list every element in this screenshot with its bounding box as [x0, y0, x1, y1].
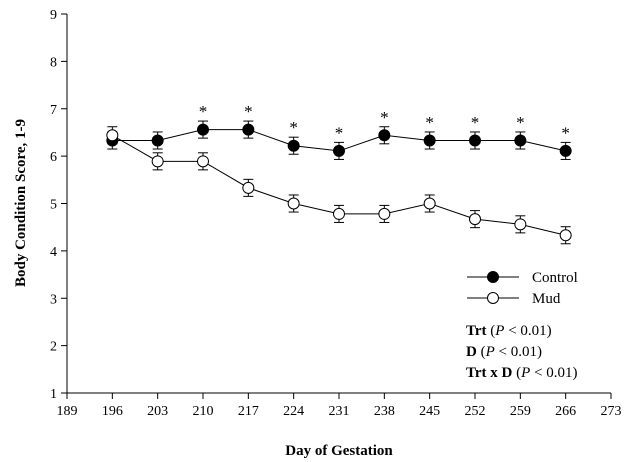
stat-line-trt: Trt (P < 0.01)	[466, 323, 552, 339]
legend-marker-control	[487, 271, 499, 283]
x-tick-label: 259	[510, 404, 531, 419]
x-tick-label: 266	[555, 404, 576, 419]
data-point-mud	[151, 155, 164, 168]
data-point-mud	[106, 129, 119, 142]
legend-label-mud: Mud	[532, 291, 561, 307]
x-tick-label: 203	[147, 404, 168, 419]
x-tick-label: 238	[374, 404, 395, 419]
significance-markers: * * * * * * * * *	[199, 102, 570, 142]
significance-star: *	[335, 123, 344, 142]
stat-line-d: D (P < 0.01)	[466, 344, 542, 360]
stats-annotation: Trt (P < 0.01) D (P < 0.01) Trt x D (P <…	[466, 323, 578, 381]
data-point-mud	[514, 218, 527, 231]
significance-star: *	[516, 113, 525, 132]
legend-label-control: Control	[532, 270, 578, 286]
significance-star: *	[561, 123, 570, 142]
data-point-control	[333, 144, 345, 157]
x-tick-label: 252	[465, 404, 486, 419]
data-point-mud	[423, 197, 436, 210]
data-point-mud	[197, 155, 209, 168]
x-tick-label: 217	[238, 404, 259, 419]
y-axis-title: Body Condition Score, 1-9	[13, 119, 29, 287]
data-point-control	[242, 123, 255, 136]
data-point-mud	[333, 207, 345, 220]
significance-star: *	[199, 102, 208, 121]
data-point-mud	[378, 207, 391, 220]
significance-star: *	[425, 113, 434, 132]
series-layer	[106, 120, 572, 245]
data-point-control	[378, 129, 391, 142]
data-point-mud	[469, 213, 481, 226]
y-tick-label: 1	[50, 387, 57, 402]
legend: Control Mud	[467, 270, 578, 307]
data-point-mud	[242, 181, 255, 194]
y-tick-label: 8	[50, 55, 57, 70]
x-tick-label: 245	[419, 404, 440, 419]
series-mud	[106, 126, 572, 245]
x-tick-label: 196	[102, 404, 123, 419]
y-tick-label: 5	[50, 198, 57, 213]
y-ticks: 1 2 3 4 5 6 7 8 9	[50, 8, 67, 402]
x-axis-title: Day of Gestation	[285, 443, 393, 459]
data-point-control	[469, 134, 481, 147]
y-tick-label: 3	[50, 292, 57, 307]
data-point-control	[151, 134, 164, 147]
y-tick-label: 4	[50, 245, 57, 260]
x-ticks: 189 196 203 210 217 224 231 238 245 252 259 266 273	[57, 393, 622, 419]
stat-line-trt-x-d: Trt x D (P < 0.01)	[466, 365, 578, 381]
significance-star: *	[380, 108, 389, 127]
x-tick-label: 224	[283, 404, 304, 419]
legend-marker-mud	[487, 292, 499, 304]
x-tick-label: 231	[329, 404, 350, 419]
x-tick-label: 189	[57, 404, 78, 419]
y-tick-label: 6	[50, 150, 57, 165]
data-point-control	[287, 139, 300, 152]
x-tick-label: 273	[601, 404, 622, 419]
data-point-mud	[287, 197, 300, 210]
series-control	[106, 120, 572, 160]
y-tick-label: 7	[50, 103, 57, 118]
data-point-control	[423, 134, 436, 147]
significance-star: *	[244, 102, 253, 121]
significance-star: *	[289, 118, 298, 137]
data-point-control	[197, 123, 209, 136]
data-point-control	[514, 134, 527, 147]
significance-star: *	[471, 113, 480, 132]
x-tick-label: 210	[193, 404, 214, 419]
y-tick-label: 9	[50, 8, 57, 23]
data-point-control	[559, 144, 572, 157]
y-tick-label: 2	[50, 340, 57, 355]
data-point-mud	[559, 229, 572, 242]
